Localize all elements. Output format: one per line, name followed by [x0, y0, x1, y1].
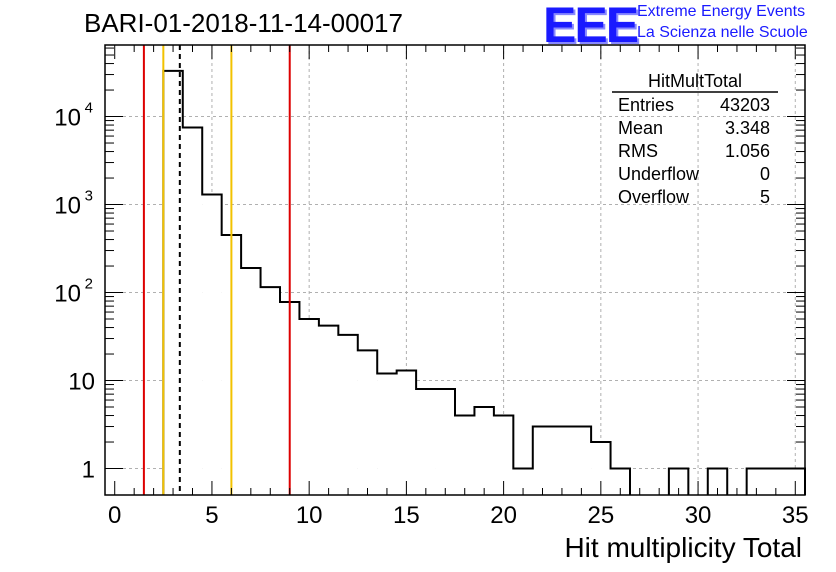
histogram-bin — [552, 426, 572, 495]
stats-row-value: 43203 — [720, 95, 770, 115]
stats-row-value: 3.348 — [725, 118, 770, 138]
y-tick-label: 10 — [54, 281, 81, 308]
histogram-bin — [163, 70, 183, 496]
histogram-bin — [260, 287, 280, 495]
x-tick-label: 0 — [108, 502, 121, 529]
y-tick-label: 1 — [82, 457, 95, 484]
x-tick-label: 10 — [296, 502, 323, 529]
histogram-bin — [318, 325, 339, 495]
stats-row-label: Mean — [618, 118, 663, 138]
histogram-bin — [474, 407, 494, 495]
histogram-bin — [746, 468, 767, 495]
histogram-bin — [610, 468, 630, 495]
histogram-bin — [435, 389, 455, 495]
stats-row-value: 5 — [760, 187, 770, 207]
histogram-bin — [591, 442, 611, 495]
y-tick-label: 10 — [68, 369, 95, 396]
x-tick-label: 5 — [205, 502, 218, 529]
stats-row-value: 0 — [760, 164, 770, 184]
histogram-bin — [357, 350, 378, 495]
histogram-bin — [707, 468, 728, 495]
histogram-bin — [532, 426, 553, 495]
x-tick-label: 35 — [782, 502, 809, 529]
y-tick-label: 10 — [54, 193, 81, 220]
x-tick-label: 15 — [393, 502, 420, 529]
logo-line-2: La Scienza nelle Scuole — [637, 24, 808, 41]
plot-title: BARI-01-2018-11-14-00017 — [84, 8, 403, 38]
eee-logo: EEE — [543, 0, 639, 53]
stats-row-value: 1.056 — [725, 141, 770, 161]
histogram-bin — [513, 468, 533, 495]
stats-row-label: Overflow — [618, 187, 690, 207]
histogram-bin — [202, 194, 222, 496]
x-axis-label: Hit multiplicity Total — [564, 532, 802, 563]
plot-frame — [104, 44, 806, 496]
histogram-bin — [668, 468, 689, 495]
stats-row-label: Underflow — [618, 164, 700, 184]
stats-row-label: RMS — [618, 141, 658, 161]
stats-row-label: Entries — [618, 95, 674, 115]
logo-line-1: Extreme Energy Events — [637, 3, 806, 20]
x-tick-label: 30 — [685, 502, 712, 529]
x-tick-label: 20 — [490, 502, 517, 529]
histogram-bin — [766, 468, 786, 495]
histogram-bin — [182, 127, 203, 495]
histogram-bin — [455, 415, 475, 495]
y-tick-label-exponent: 2 — [85, 276, 93, 293]
y-tick-label-exponent: 4 — [85, 100, 93, 117]
histogram-bin — [493, 415, 514, 495]
histogram-bin — [241, 267, 261, 495]
histogram-bin — [377, 373, 397, 495]
histogram-outline — [162, 69, 806, 495]
x-tick-label: 25 — [587, 502, 614, 529]
y-tick-label: 10 — [54, 105, 81, 132]
histogram-bin — [338, 334, 358, 495]
histogram-bin — [571, 426, 592, 495]
histogram-bin — [416, 389, 436, 495]
histogram-bin — [396, 370, 417, 495]
stats-title: HitMultTotal — [648, 71, 742, 91]
y-tick-label-exponent: 3 — [85, 188, 93, 205]
histogram-bin — [299, 319, 319, 495]
